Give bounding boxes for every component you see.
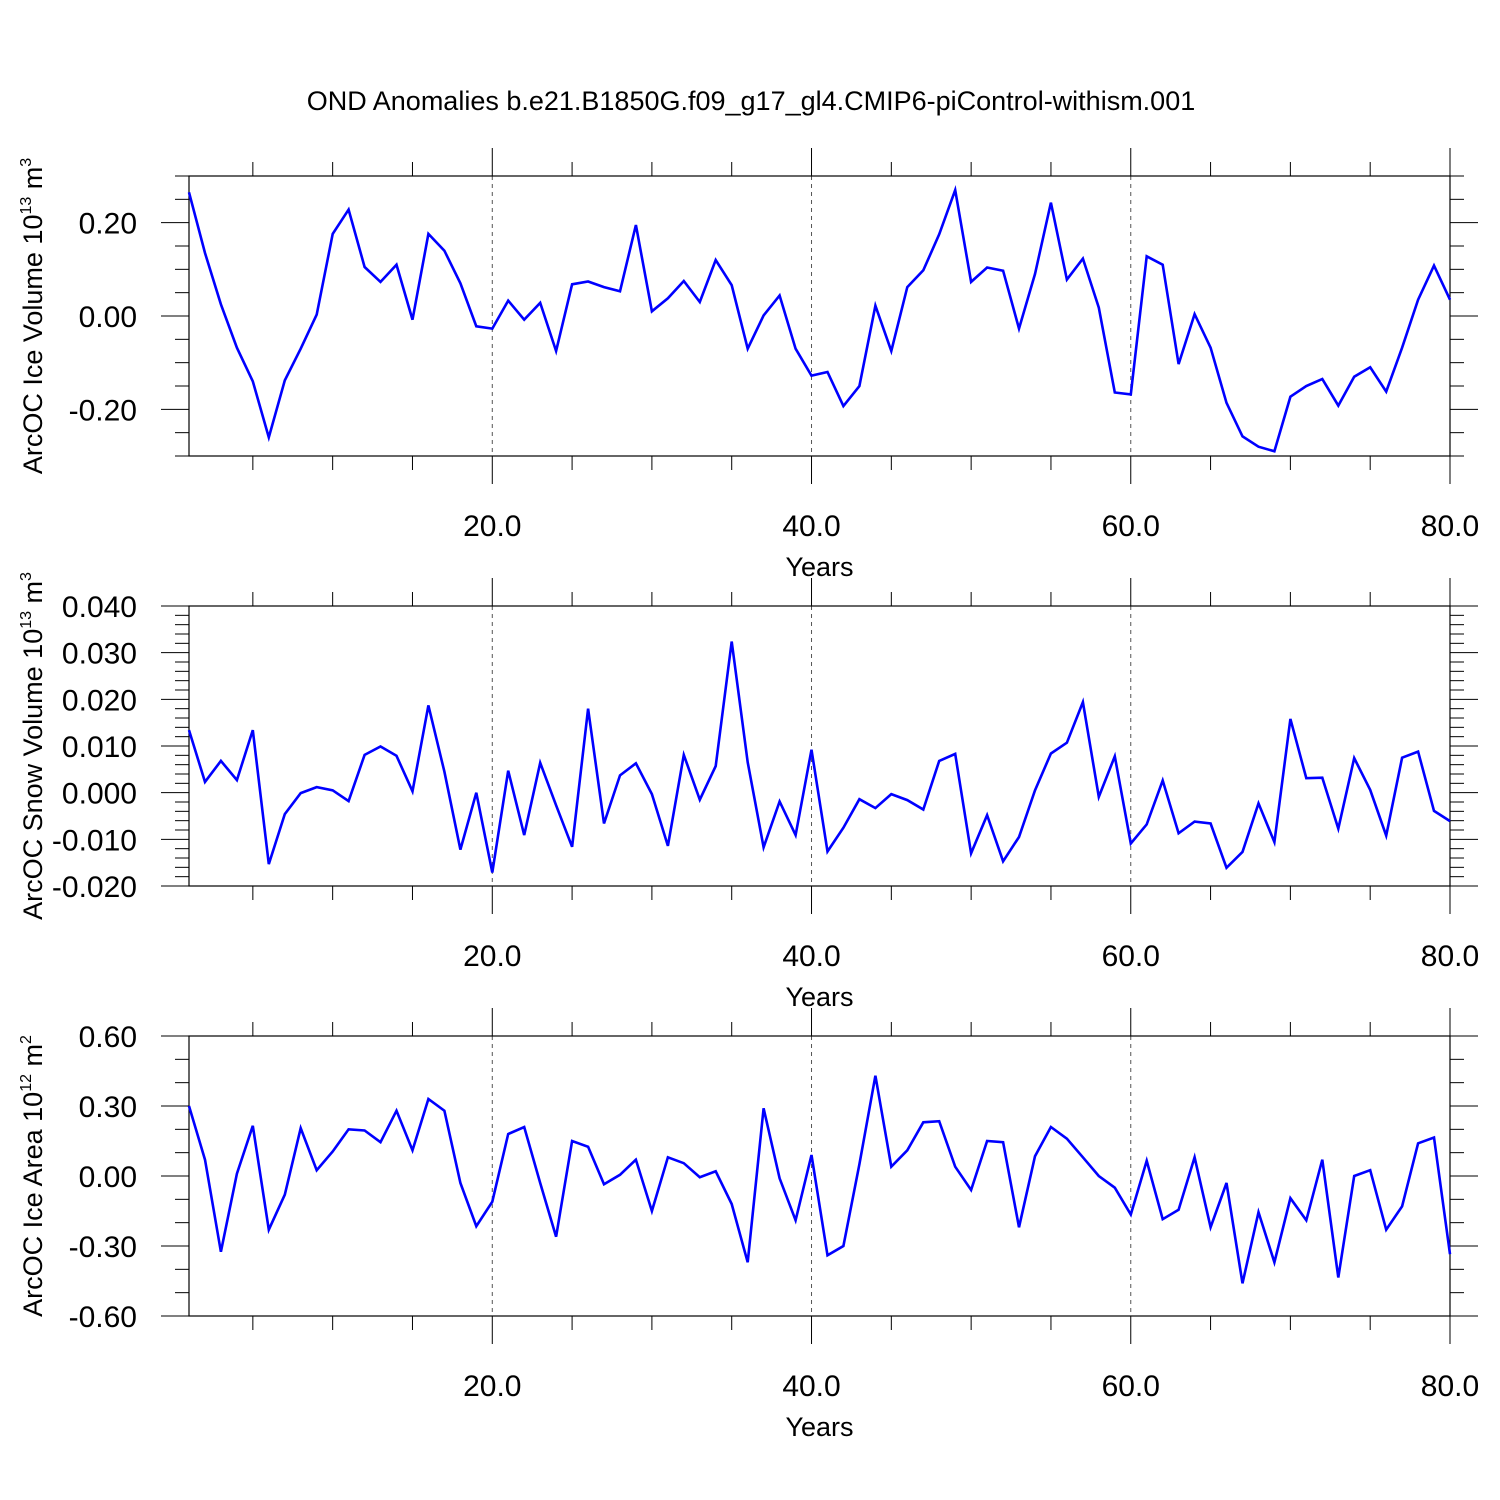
x-axis-label: Years	[785, 982, 853, 1012]
y-tick-label: -0.020	[52, 871, 137, 904]
y-tick-label: 0.20	[79, 208, 137, 241]
y-axis-label-part: ArcOC Snow Volume 10	[18, 629, 48, 920]
figure-title: OND Anomalies b.e21.B1850G.f09_g17_gl4.C…	[307, 86, 1195, 116]
y-tick-label: 0.030	[62, 638, 137, 671]
x-axis-label: Years	[785, 552, 853, 582]
y-tick-label: 0.010	[62, 731, 137, 764]
panel-2: -0.020 -0.010 0.000 0.010 0.020 0.030 0.040 20.…	[18, 572, 1479, 1012]
y-axis-label-part: ArcOC Ice Volume 10	[18, 215, 48, 475]
x-tick-label: 20.0	[463, 510, 521, 543]
x-tick-label: 40.0	[782, 940, 840, 973]
y-tick-label: 0.020	[62, 684, 137, 717]
x-tick-label: 80.0	[1421, 1370, 1479, 1403]
y-axis-label-superscript: 13	[18, 611, 35, 629]
y-tick-label: -0.010	[52, 824, 137, 857]
series-line	[187, 641, 1451, 873]
x-axis-label: Years	[785, 1412, 853, 1442]
y-tick-label: 0.60	[79, 1021, 137, 1054]
y-tick-label: -0.20	[69, 394, 137, 427]
y-axis-label-part: m	[18, 167, 48, 197]
y-axis-label-part: m	[18, 581, 48, 611]
series-line	[187, 1075, 1452, 1284]
x-tick-label: 60.0	[1102, 510, 1160, 543]
y-tick-label: 0.000	[62, 778, 137, 811]
panels-group: -0.20 0.00 0.20 20.0 40.0 60.0 80.0 Years ArcOC …	[18, 148, 1479, 1442]
y-axis-label: ArcOC Ice Volume 1013 m3	[18, 158, 48, 474]
y-tick-label: 0.00	[79, 301, 137, 334]
y-tick-label: 0.00	[79, 1161, 137, 1194]
y-axis-label-part: m	[18, 1044, 48, 1074]
x-tick-label: 20.0	[463, 940, 521, 973]
y-tick-label: -0.60	[69, 1301, 137, 1334]
y-tick-label: 0.040	[62, 591, 137, 624]
y-axis-label-superscript: 12	[18, 1074, 35, 1092]
x-tick-label: 80.0	[1421, 510, 1479, 543]
x-tick-label: 40.0	[782, 1370, 840, 1403]
x-tick-label: 40.0	[782, 510, 840, 543]
panel-1: -0.20 0.00 0.20 20.0 40.0 60.0 80.0 Years ArcOC …	[18, 148, 1479, 582]
y-axis-label-part: ArcOC Ice Area 10	[18, 1092, 48, 1317]
x-tick-label: 60.0	[1102, 940, 1160, 973]
series-line	[187, 184, 1452, 453]
y-tick-label: 0.30	[79, 1091, 137, 1124]
plot-frame	[188, 175, 1451, 457]
y-axis-label-superscript: 3	[18, 572, 35, 581]
y-axis-label-superscript: 2	[18, 1035, 35, 1044]
plot-frame	[188, 605, 1451, 887]
panel-3: -0.60 -0.30 0.00 0.30 0.60 20.0 40.0 60.0 80.0 Ye…	[18, 1008, 1479, 1442]
y-axis-label-superscript: 3	[18, 158, 35, 167]
plot-frame	[188, 1035, 1451, 1317]
x-tick-label: 20.0	[463, 1370, 521, 1403]
x-tick-label: 80.0	[1421, 940, 1479, 973]
y-tick-label: -0.30	[69, 1231, 137, 1264]
y-axis-label: ArcOC Ice Area 1012 m2	[18, 1035, 48, 1317]
y-axis-label-superscript: 13	[18, 197, 35, 215]
y-axis-label: ArcOC Snow Volume 1013 m3	[18, 572, 48, 920]
x-tick-label: 60.0	[1102, 1370, 1160, 1403]
